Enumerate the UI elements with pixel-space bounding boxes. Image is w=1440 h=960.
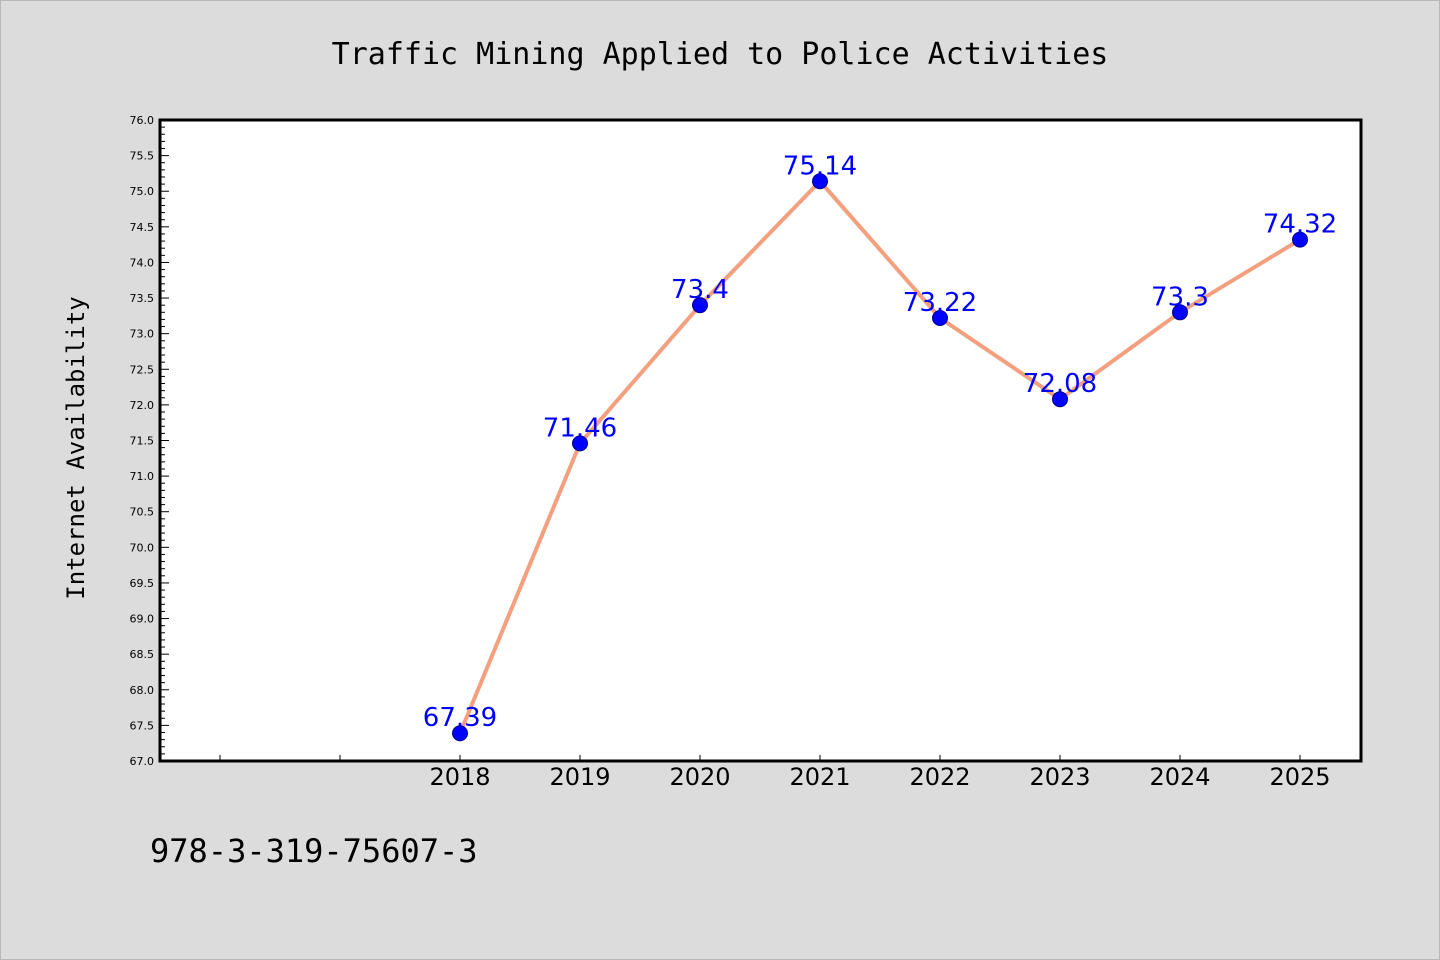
series-line-group (458, 179, 1302, 736)
y-tick-label: 72.0 (130, 399, 155, 412)
y-tick-label: 76.0 (130, 114, 155, 127)
y-tick-label: 70.5 (130, 506, 155, 519)
data-point (1292, 231, 1308, 248)
data-point (692, 297, 708, 314)
isbn-text: 978-3-319-75607-3 (150, 832, 478, 870)
data-label: 73.22 (903, 288, 977, 318)
y-tick-label: 67.0 (130, 755, 155, 768)
y-tick-label: 69.5 (130, 577, 155, 590)
data-label: 73.3 (1151, 282, 1209, 312)
data-label: 72.08 (1023, 369, 1097, 399)
y-tick-label: 75.5 (130, 150, 155, 163)
chart-title: Traffic Mining Applied to Police Activit… (332, 37, 1109, 72)
x-tick-label: 2019 (549, 763, 610, 791)
x-tick-label: 2021 (789, 763, 850, 791)
data-point (932, 309, 948, 326)
data-point (1052, 391, 1068, 408)
data-label: 73.4 (671, 275, 729, 305)
y-tick-label: 72.5 (130, 363, 155, 376)
x-tick-label: 2023 (1029, 763, 1090, 791)
y-tick-label: 71.0 (130, 470, 155, 483)
y-axis-label: Internet Availability (62, 296, 90, 599)
y-tick-label: 67.5 (130, 719, 155, 732)
plot-area (158, 118, 1363, 763)
x-tick-label: 2018 (429, 763, 490, 791)
series-line (458, 179, 1302, 736)
data-point (1172, 304, 1188, 321)
y-tick-label: 74.5 (130, 221, 155, 234)
x-tick-label: 2020 (669, 763, 730, 791)
data-label: 71.46 (543, 413, 617, 443)
data-point (452, 725, 468, 742)
data-label: 67.39 (423, 703, 497, 733)
data-point (812, 173, 828, 190)
x-tick-label: 2024 (1149, 763, 1210, 791)
y-tick-label: 73.0 (130, 328, 155, 341)
y-tick-label: 68.5 (130, 648, 155, 661)
y-tick-label: 75.0 (130, 185, 155, 198)
data-label: 74.32 (1263, 210, 1337, 240)
x-tick-label: 2022 (909, 763, 970, 791)
y-tick-label: 70.0 (130, 541, 155, 554)
y-tick-label: 74.0 (130, 256, 155, 269)
y-tick-label: 71.5 (130, 435, 155, 448)
data-markers (452, 173, 1308, 742)
x-axis-ticks: 2018 2019 2020 2021 2022 2023 2024 2025 (219, 755, 1331, 791)
y-tick-label: 73.5 (130, 292, 155, 305)
y-tick-label: 69.0 (130, 613, 155, 626)
data-label: 75.14 (783, 151, 857, 181)
y-axis-ticks: 67.0 67.5 68.0 68.5 69.0 69.5 70.0 70.5 71.0 71.5… (130, 114, 169, 768)
data-labels: 67.39 71.46 73.4 75.14 73.22 72.08 73.3 74.32 (423, 151, 1337, 733)
x-tick-label: 2025 (1269, 763, 1330, 791)
data-point (572, 435, 588, 452)
y-tick-label: 68.0 (130, 684, 155, 697)
